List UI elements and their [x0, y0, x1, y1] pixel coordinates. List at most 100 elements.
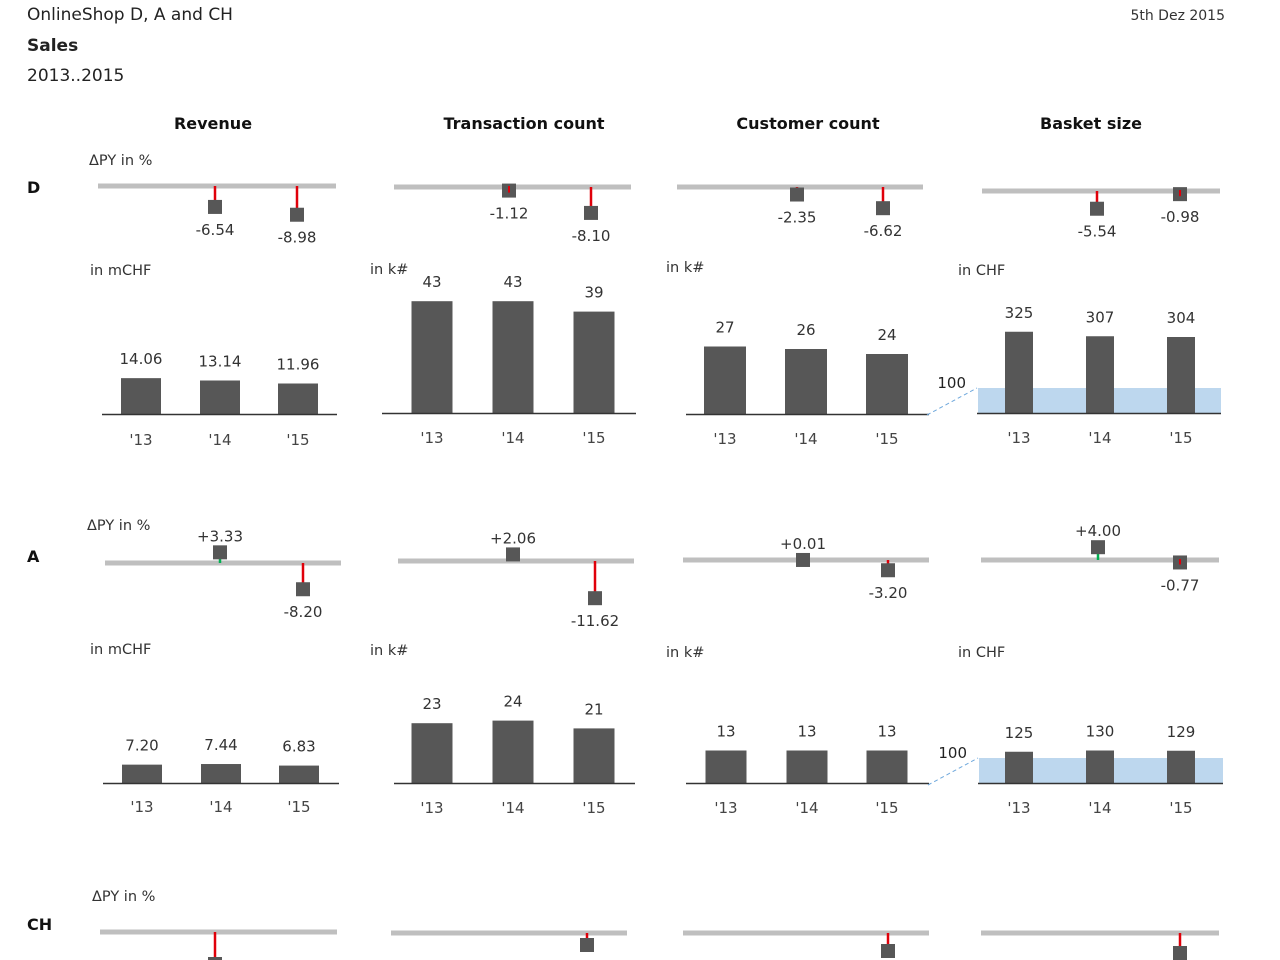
bar-value-d-basket-3: 304: [1167, 309, 1196, 327]
x-tick-a-revenue-2: '14: [209, 798, 232, 816]
bar-d-revenue-1: [121, 378, 161, 414]
bar-a-basket-2: [1086, 750, 1114, 783]
bar-value-d-customers-1: 27: [715, 319, 734, 337]
unit-label-d-transactions: in k#: [370, 262, 409, 278]
bar-value-a-transactions-1: 23: [422, 695, 441, 713]
bar-a-basket-1: [1005, 751, 1033, 783]
delta-marker-d-transactions-2: [584, 205, 598, 220]
x-tick-d-customers-1: '13: [713, 430, 736, 448]
bar-value-d-revenue-2: 13.14: [199, 352, 242, 370]
unit-label-a-revenue: in mCHF: [90, 642, 152, 658]
delta-label-a-basket-2: -0.77: [1161, 576, 1200, 594]
x-tick-d-transactions-2: '14: [501, 429, 524, 447]
x-tick-a-basket-2: '14: [1088, 799, 1111, 817]
x-tick-a-basket-3: '15: [1169, 799, 1192, 817]
delta-marker-a-transactions-1: [506, 547, 520, 562]
delta-marker-ch-transactions-2: [580, 938, 594, 952]
bar-value-a-customers-1: 13: [716, 723, 735, 741]
delta-label-a-revenue-2: -8.20: [284, 603, 323, 621]
bar-d-transactions-2: [492, 301, 534, 413]
delta-label-a-transactions-1: +2.06: [490, 529, 536, 547]
bar-d-basket-3: [1167, 337, 1195, 413]
delta-label-a-revenue-1: +3.33: [197, 527, 243, 545]
x-tick-d-customers-3: '15: [875, 430, 898, 448]
bar-value-d-transactions-1: 43: [422, 273, 441, 291]
bar-a-revenue-1: [122, 764, 162, 783]
unit-label-a-customers: in k#: [666, 645, 705, 661]
bar-a-basket-3: [1167, 750, 1195, 783]
bar-a-transactions-2: [492, 720, 534, 783]
x-tick-a-customers-1: '13: [714, 799, 737, 817]
delta-marker-a-basket-1: [1091, 540, 1105, 555]
delta-label-d-basket-2: -0.98: [1161, 208, 1200, 226]
delta-marker-ch-revenue-1: [208, 957, 222, 960]
bar-d-customers-1: [704, 346, 746, 414]
unit-label-a-transactions: in k#: [370, 643, 409, 659]
bar-a-customers-1: [705, 750, 747, 783]
delta-label-d-customers-1: -2.35: [778, 209, 817, 227]
reference-label-d-basket: 100: [937, 374, 966, 392]
bar-value-a-transactions-2: 24: [503, 693, 522, 711]
delta-marker-a-customers-2: [881, 563, 895, 578]
delta-marker-d-revenue-2: [290, 207, 304, 222]
report-company: OnlineShop D, A and CH: [27, 5, 233, 25]
row-label-a: A: [27, 547, 40, 566]
delta-marker-ch-basket-2: [1173, 946, 1187, 960]
bar-a-transactions-1: [411, 723, 453, 783]
column-header-transaction-count: Transaction count: [443, 114, 605, 133]
delta-label-a-customers-2: -3.20: [869, 584, 908, 602]
delta-marker-ch-customers-2: [881, 944, 895, 958]
bar-value-d-revenue-3: 11.96: [277, 356, 320, 374]
row-label-ch: CH: [27, 915, 53, 934]
unit-label-d-customers: in k#: [666, 260, 705, 276]
delta-marker-d-customers-2: [876, 201, 890, 216]
bar-d-transactions-3: [573, 311, 615, 413]
unit-label-a-basket: in CHF: [958, 645, 1006, 661]
x-tick-d-revenue-2: '14: [208, 431, 231, 449]
delta-caption-d: ΔPY in %: [89, 153, 153, 169]
reference-link-d-basket: [926, 387, 978, 416]
column-header-customer-count: Customer count: [736, 114, 880, 133]
bar-a-customers-3: [866, 750, 908, 783]
bar-value-d-basket-2: 307: [1086, 308, 1115, 326]
delta-label-d-revenue-1: -6.54: [196, 221, 235, 239]
bar-d-revenue-3: [278, 383, 318, 414]
reference-label-a-basket: 100: [938, 744, 967, 762]
delta-marker-a-transactions-2: [588, 591, 602, 606]
delta-marker-d-customers-1: [790, 187, 804, 202]
delta-label-a-customers-1: +0.01: [780, 535, 826, 553]
x-tick-a-basket-1: '13: [1007, 799, 1030, 817]
bar-a-customers-2: [786, 750, 828, 783]
x-tick-a-revenue-1: '13: [130, 798, 153, 816]
delta-label-d-revenue-2: -8.98: [278, 229, 317, 247]
bar-value-a-revenue-3: 6.83: [282, 738, 315, 756]
bar-value-a-basket-1: 125: [1005, 724, 1034, 742]
x-tick-a-transactions-1: '13: [420, 799, 443, 817]
bar-d-basket-2: [1086, 336, 1114, 413]
bar-d-revenue-2: [200, 380, 240, 414]
delta-label-d-transactions-1: -1.12: [490, 205, 529, 223]
bar-d-customers-2: [785, 349, 827, 414]
x-tick-d-transactions-1: '13: [420, 429, 443, 447]
column-header-revenue: Revenue: [173, 114, 253, 133]
bar-value-d-transactions-2: 43: [503, 273, 522, 291]
delta-caption-ch: ΔPY in %: [92, 889, 156, 905]
delta-marker-a-revenue-1: [213, 545, 227, 560]
bar-value-d-customers-3: 24: [877, 326, 896, 344]
unit-label-d-basket: in CHF: [958, 263, 1006, 279]
x-tick-d-basket-2: '14: [1088, 429, 1111, 447]
x-tick-a-customers-2: '14: [795, 799, 818, 817]
x-tick-a-customers-3: '15: [875, 799, 898, 817]
delta-label-a-transactions-2: -11.62: [571, 612, 619, 630]
bar-d-basket-1: [1005, 331, 1033, 413]
bar-a-revenue-3: [279, 765, 319, 783]
bar-value-a-transactions-3: 21: [584, 700, 603, 718]
x-tick-a-transactions-2: '14: [501, 799, 524, 817]
x-tick-a-revenue-3: '15: [287, 798, 310, 816]
bar-value-d-basket-1: 325: [1005, 304, 1034, 322]
x-tick-d-revenue-1: '13: [129, 431, 152, 449]
unit-label-d-revenue: in mCHF: [90, 263, 152, 279]
delta-label-a-basket-1: +4.00: [1075, 522, 1121, 540]
bar-value-a-basket-2: 130: [1086, 723, 1115, 741]
